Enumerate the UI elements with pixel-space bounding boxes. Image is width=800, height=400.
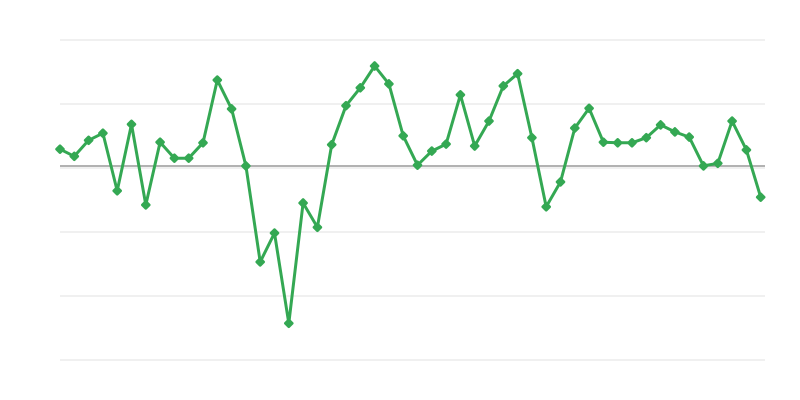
data-point-marker <box>727 116 737 126</box>
data-point-marker <box>612 138 623 148</box>
data-point-marker <box>498 81 509 91</box>
data-point-marker <box>713 158 723 169</box>
data-point-marker <box>126 119 137 130</box>
data-point-marker <box>141 200 151 210</box>
data-point-marker <box>684 132 694 142</box>
data-point-marker <box>598 137 609 147</box>
data-point-marker <box>455 90 466 100</box>
data-point-marker <box>355 83 366 93</box>
data-point-marker <box>198 138 208 148</box>
data-point-marker <box>584 103 594 114</box>
data-point-marker <box>469 141 480 151</box>
data-point-marker <box>398 131 408 141</box>
data-point-marker <box>169 153 180 163</box>
data-point-marker <box>412 160 423 170</box>
data-point-marker <box>98 128 108 138</box>
data-point-marker <box>570 123 580 133</box>
data-point-marker <box>655 120 666 130</box>
data-point-marker <box>83 135 94 146</box>
data-point-marker <box>641 132 652 143</box>
data-point-marker <box>384 79 394 89</box>
data-point-marker <box>112 186 122 196</box>
data-point-marker <box>69 151 80 162</box>
data-point-marker <box>527 132 537 143</box>
data-point-marker <box>326 139 337 150</box>
data-point-marker <box>155 137 165 147</box>
data-point-marker <box>427 146 437 156</box>
data-point-marker <box>484 116 494 126</box>
data-point-marker <box>269 228 280 238</box>
data-point-marker <box>541 202 551 212</box>
data-point-marker <box>241 161 251 171</box>
data-point-marker <box>627 138 637 148</box>
data-point-marker <box>255 257 265 267</box>
data-point-marker <box>312 222 323 233</box>
data-point-marker <box>284 318 294 329</box>
data-point-marker <box>512 68 523 79</box>
data-point-marker <box>741 145 752 155</box>
data-point-marker <box>341 100 351 111</box>
data-point-marker <box>369 61 380 71</box>
data-point-marker <box>555 177 566 187</box>
data-point-marker <box>441 139 451 149</box>
data-point-marker <box>670 127 680 137</box>
data-point-marker <box>212 75 223 85</box>
data-point-marker <box>183 153 194 163</box>
data-point-marker <box>298 198 308 208</box>
data-point-marker <box>55 144 65 154</box>
data-point-marker <box>698 161 709 171</box>
data-point-marker <box>226 104 237 114</box>
data-point-marker <box>755 192 766 202</box>
